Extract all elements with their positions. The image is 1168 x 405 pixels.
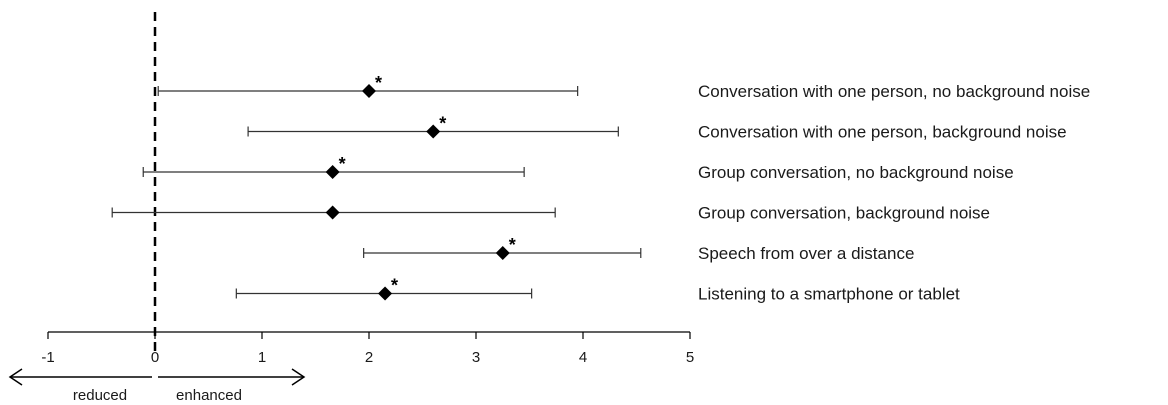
point-estimate-diamond [325, 165, 340, 179]
plot-row: Group conversation, background noise [111, 204, 990, 223]
significance-marker: * [439, 114, 446, 134]
point-estimate-diamond [362, 84, 376, 98]
plot-row: * Conversation with one person, backgroun… [247, 114, 1067, 142]
direction-label-reduced: reduced [73, 387, 127, 404]
x-tick-label: 0 [151, 349, 159, 366]
row-label: Conversation with one person, no backgro… [698, 82, 1090, 101]
significance-marker: * [391, 276, 398, 296]
x-axis-ticks: -1 0 1 2 3 4 5 [41, 332, 694, 366]
row-label: Listening to a smartphone or tablet [698, 285, 960, 304]
point-estimate-diamond [325, 205, 340, 220]
significance-marker: * [509, 235, 516, 255]
x-tick-label: 3 [472, 349, 480, 366]
significance-marker: * [375, 73, 382, 93]
significance-marker: * [339, 154, 346, 174]
plot-rows: * Conversation with one person, no backgr… [111, 73, 1090, 304]
plot-row: * Group conversation, no background noise [142, 154, 1014, 182]
x-tick-label: 5 [686, 349, 694, 366]
x-tick-label: 4 [579, 349, 587, 366]
point-estimate-diamond [426, 124, 441, 139]
x-tick-label: 2 [365, 349, 373, 366]
point-estimate-diamond [378, 286, 393, 301]
row-label: Group conversation, no background noise [698, 163, 1014, 182]
plot-row: * Conversation with one person, no backgr… [157, 73, 1090, 101]
row-label: Group conversation, background noise [698, 204, 990, 223]
direction-label-enhanced: enhanced [176, 387, 242, 404]
arrow-enhanced-head-icon [291, 368, 306, 386]
row-label: Conversation with one person, background… [698, 123, 1067, 142]
point-estimate-diamond [495, 246, 510, 260]
row-label: Speech from over a distance [698, 244, 914, 263]
arrow-reduced-head-icon [8, 368, 23, 386]
plot-row: * Listening to a smartphone or tablet [235, 276, 960, 304]
direction-indicator: reduced enhanced [8, 368, 306, 404]
plot-row: * Speech from over a distance [363, 235, 914, 263]
x-tick-label: 1 [258, 349, 266, 366]
x-tick-label: -1 [41, 349, 54, 366]
